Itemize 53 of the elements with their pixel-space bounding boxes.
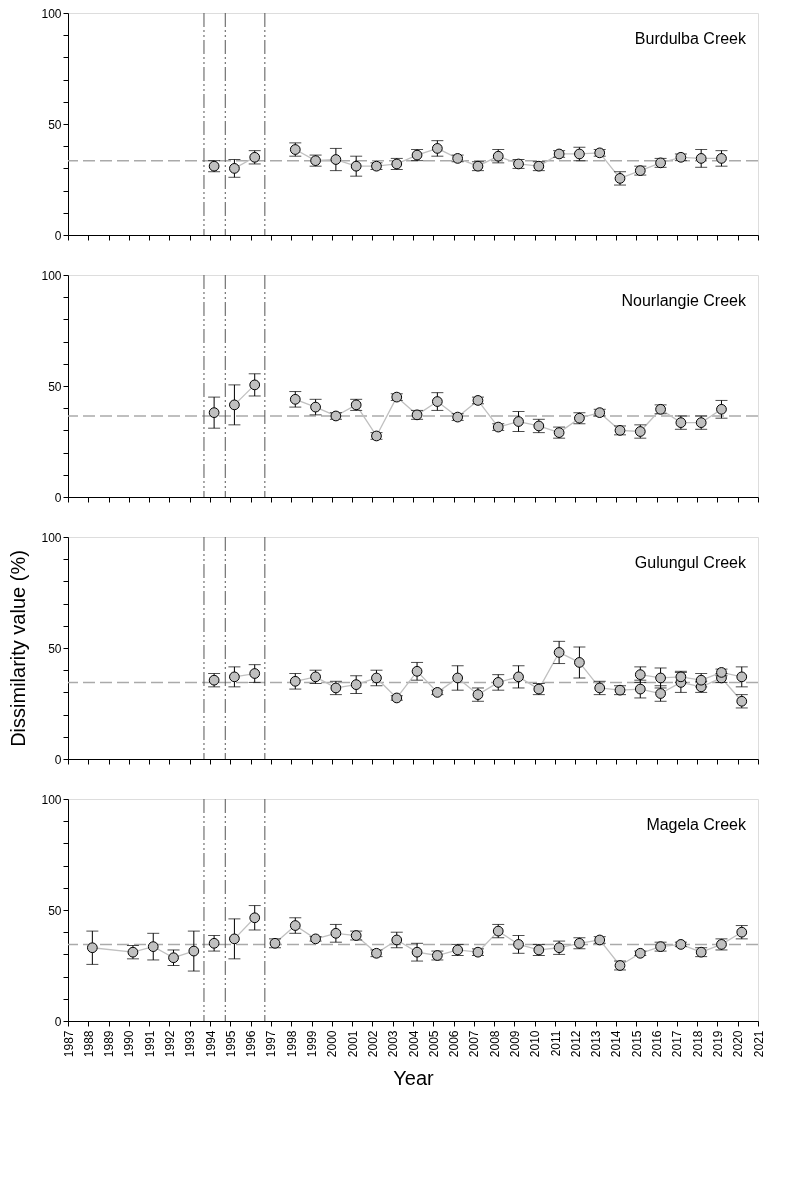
x-tick-label: 2009: [507, 1030, 522, 1058]
text: Nourlangie Creek: [621, 292, 747, 309]
x-tick-label: 2007: [467, 1030, 482, 1058]
text: Burdulba Creek: [634, 30, 747, 47]
y-tick-label: 100: [41, 792, 62, 807]
x-tick-label: 1996: [244, 1030, 259, 1058]
y-tick-label: 0: [54, 228, 62, 243]
x-tick-label: 1990: [122, 1030, 137, 1058]
x-tick-label: 1994: [203, 1030, 218, 1058]
x-tick-label: 2014: [609, 1030, 624, 1058]
x-tick-label: 2000: [325, 1030, 340, 1058]
x-tick-label: 2020: [731, 1030, 746, 1058]
x-tick-label: 2002: [365, 1030, 380, 1058]
x-tick-label: 2008: [487, 1030, 502, 1058]
x-axis-title: Year: [393, 1067, 435, 1090]
x-tick-label: 1993: [183, 1030, 198, 1058]
y-tick-label: 100: [41, 530, 62, 545]
x-tick-label: 2016: [650, 1030, 665, 1058]
y-tick-label: 100: [41, 6, 62, 21]
y-tick-label: 50: [48, 641, 62, 656]
x-tick-label: 2001: [345, 1030, 360, 1058]
x-tick-label: 1987: [61, 1030, 76, 1058]
x-tick-label: 2015: [629, 1030, 644, 1058]
x-tick-label: 2021: [751, 1030, 766, 1058]
y-tick-label: 50: [48, 117, 62, 132]
x-tick-label: 2004: [406, 1030, 421, 1058]
y-tick-label: 50: [48, 379, 62, 394]
x-tick-label: 2018: [690, 1030, 705, 1058]
text: Magela Creek: [646, 816, 747, 833]
x-tick-label: 1988: [81, 1030, 96, 1058]
x-tick-label: 2011: [548, 1030, 563, 1057]
x-tick-label: 2010: [528, 1030, 543, 1058]
x-tick-label: 1989: [102, 1030, 117, 1058]
x-tick-label: 1997: [264, 1030, 279, 1058]
x-tick-label: 2017: [670, 1030, 685, 1058]
x-tick-label: 1995: [223, 1030, 238, 1058]
x-tick-label: 2006: [447, 1030, 462, 1058]
y-tick-label: 0: [54, 490, 62, 505]
x-tick-label: 2013: [589, 1030, 604, 1058]
y-tick-label: 100: [41, 268, 62, 283]
x-tick-label: 2012: [568, 1030, 583, 1058]
y-axis-title: Dissimilarity value (%): [7, 550, 30, 747]
x-tick-label: 2019: [710, 1030, 725, 1058]
x-tick-label: 1991: [142, 1030, 157, 1058]
x-tick-label: 1998: [284, 1030, 299, 1058]
y-tick-label: 50: [48, 903, 62, 918]
y-tick-label: 0: [54, 1014, 62, 1029]
y-tick-label: 0: [54, 752, 62, 767]
text: Gulungul Creek: [634, 554, 747, 571]
x-tick-label: 2003: [386, 1030, 401, 1058]
x-tick-label: 1992: [162, 1030, 177, 1058]
x-tick-label: 1999: [305, 1030, 320, 1058]
x-tick-label: 2005: [426, 1030, 441, 1058]
